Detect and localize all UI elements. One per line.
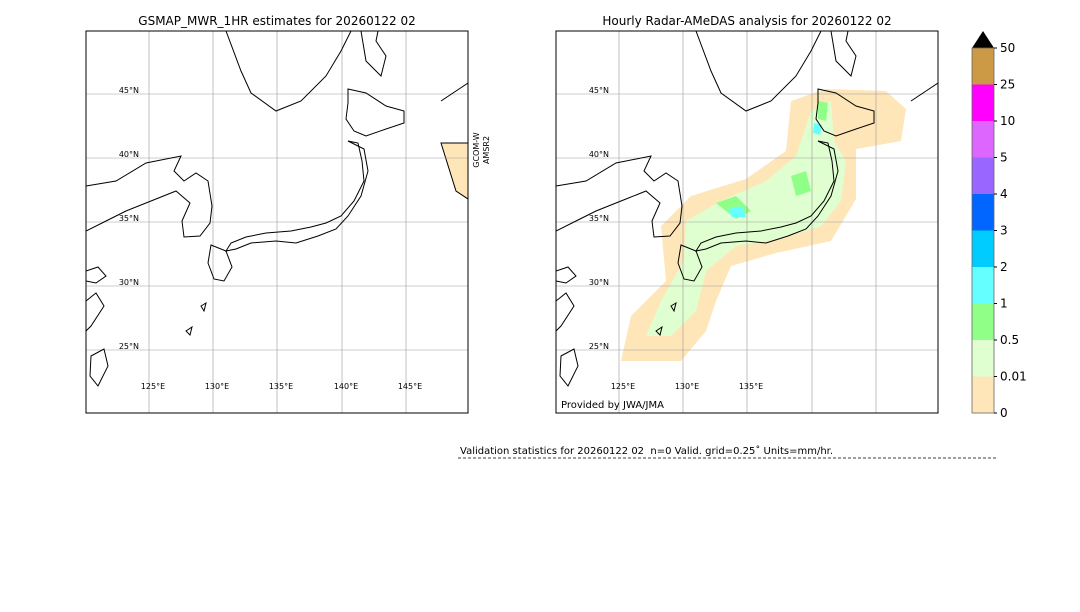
lat-label: 40°N [589,150,609,159]
colorbar-segment [972,267,994,304]
lat-label: 25°N [589,342,609,351]
lon-label: 135°E [269,382,293,391]
sensor-label: GCOM-W [472,132,481,168]
sensor-label: AMSR2 [482,136,491,164]
colorbar-segment [972,194,994,231]
colorbar-segment [972,48,994,85]
map: 45°N 40°N 35°N 30°N 25°N 125°E 130°E 135°E 140°E… [85,30,469,414]
lat-label: 30°N [589,278,609,287]
lon-label: 145°E [398,382,422,391]
validation-text: Validation statistics for 20260122 02 n=… [460,445,833,457]
precip-area [716,101,828,219]
lon-label: 130°E [675,382,699,391]
colorbar-label: 10 [1000,114,1015,128]
colorbar-segment [972,84,994,121]
colorbar-segment [972,340,994,377]
lon-label: 140°E [334,382,358,391]
map-content [86,31,468,413]
panel-title: GSMAP_MWR_1HR estimates for 20260122 02 [138,14,415,28]
map-content [556,31,938,413]
lat-label: 40°N [119,150,139,159]
colorbar-label: 25 [1000,78,1015,92]
colorbar-segment [972,157,994,194]
lon-label: 135°E [739,382,763,391]
colorbar-label: 3 [1000,224,1008,238]
colorbar-label: 0 [1000,406,1008,420]
colorbar-segment [972,376,994,413]
credit: Provided by JWA/JMA [561,400,664,411]
lat-label: 45°N [589,86,609,95]
map: 45°N 40°N 35°N 30°N 25°N 125°E 130°E 135°E Provi… [555,30,939,414]
map-frame [85,30,469,414]
lon-label: 125°E [611,382,635,391]
lat-label: 35°N [589,214,609,223]
swath [440,142,468,200]
precip-area [728,123,822,217]
lat-label: 45°N [119,86,139,95]
colorbar-label: 1 [1000,297,1008,311]
lat-label: 35°N [119,214,139,223]
colorbar-label: 2 [1000,260,1008,274]
colorbar-label: 50 [1000,41,1015,55]
colorbar-label: 5 [1000,151,1008,165]
colorbar-extension [972,31,994,48]
colorbar-segment [972,121,994,158]
map-frame [555,30,939,414]
lat-label: 25°N [119,342,139,351]
colorbar-segment [972,230,994,267]
lat-label: 30°N [119,278,139,287]
colorbar-segment [972,303,994,340]
colorbar-label: 0.5 [1000,333,1019,347]
colorbar-label: 0.01 [1000,370,1027,384]
lon-label: 130°E [205,382,229,391]
lon-label: 125°E [141,382,165,391]
colorbar-label: 4 [1000,187,1008,201]
panel-title: Hourly Radar-AMeDAS analysis for 2026012… [602,14,891,28]
